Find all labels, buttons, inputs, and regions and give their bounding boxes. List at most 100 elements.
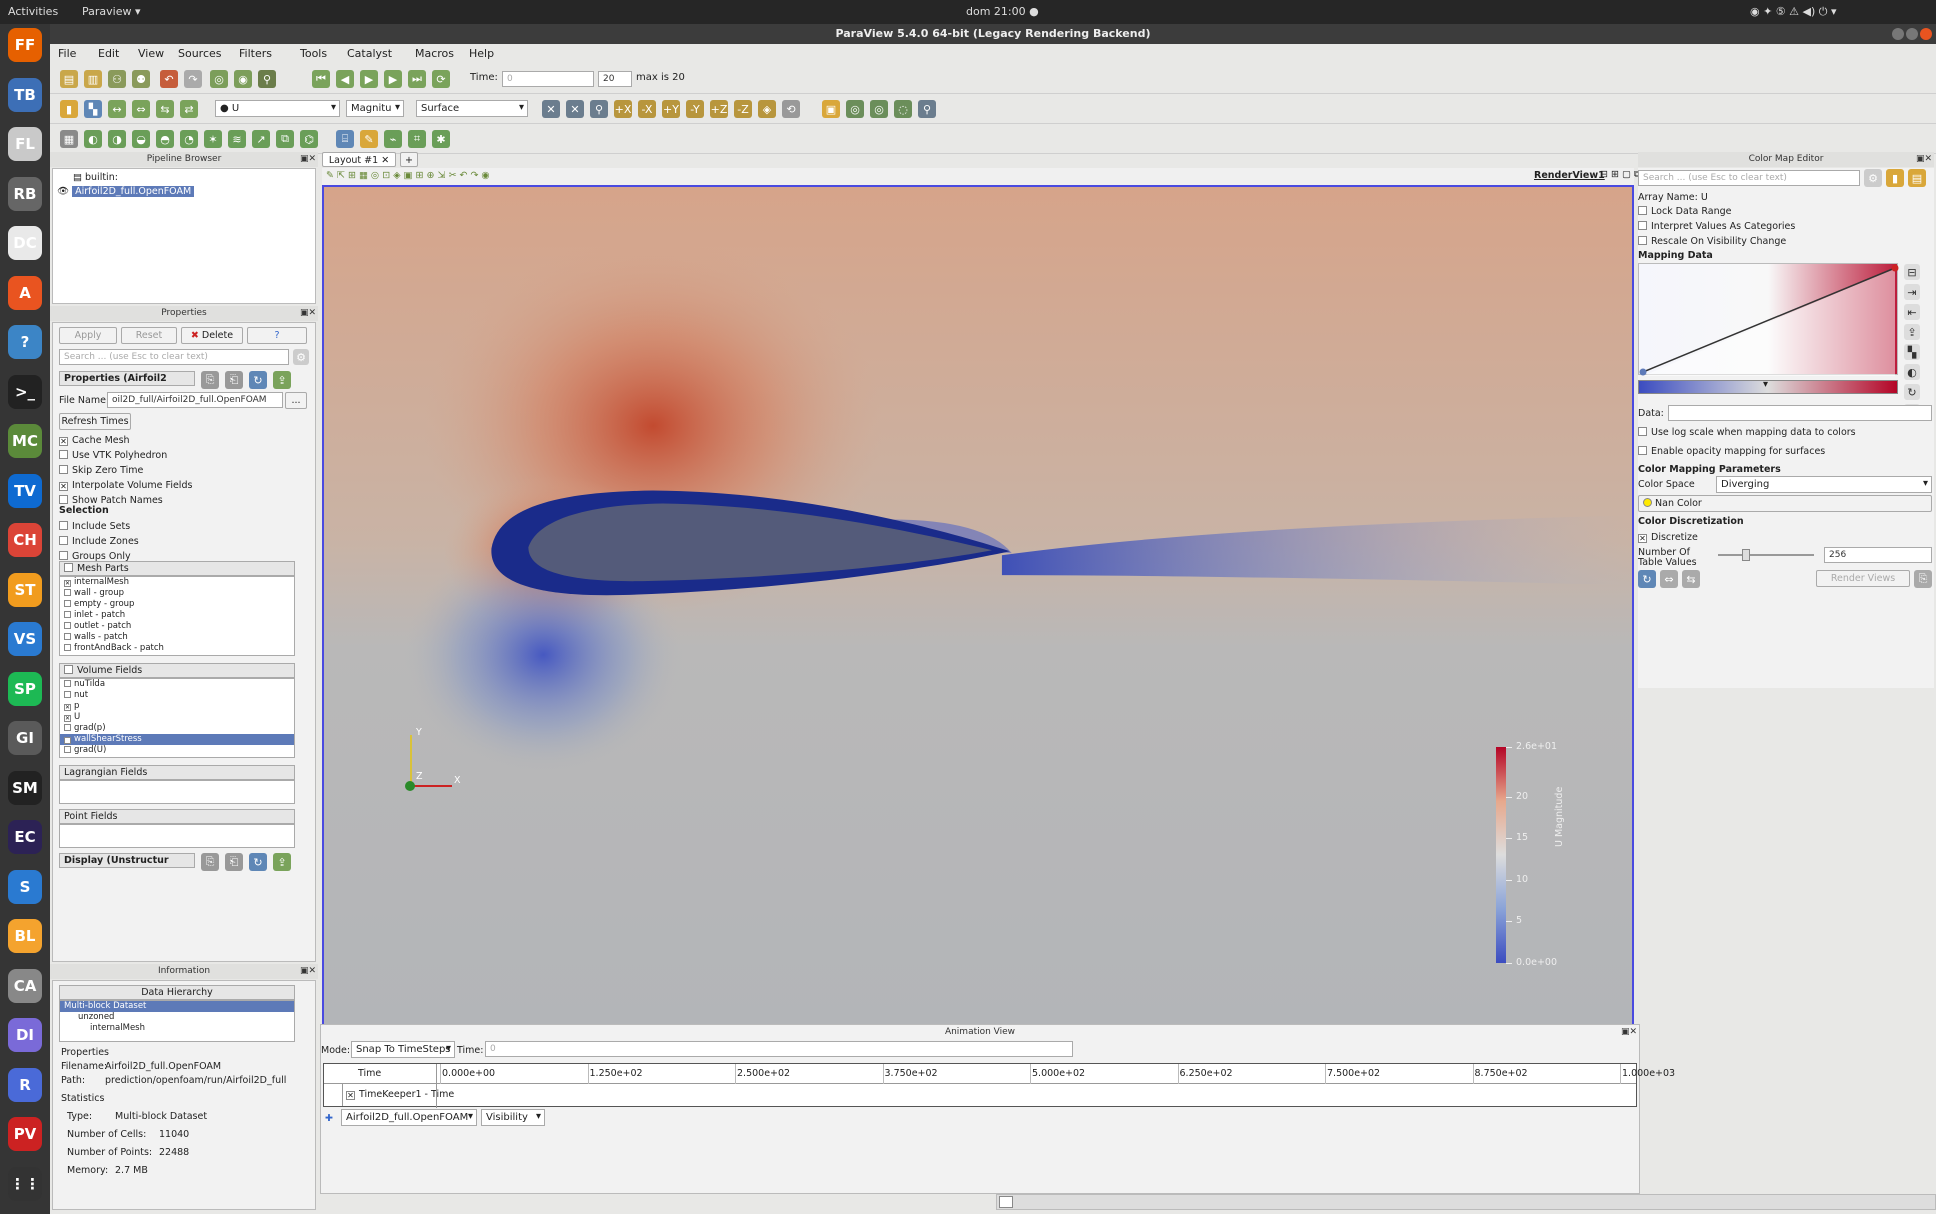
checkbox-option[interactable]: Rescale On Visibility Change	[1638, 236, 1786, 247]
rescale-range-icon[interactable]: ↻	[1638, 570, 1656, 588]
checkbox[interactable]	[59, 495, 68, 504]
anim-time-input[interactable]: 0	[485, 1041, 1073, 1057]
checkbox[interactable]	[59, 536, 68, 545]
previous-frame-icon[interactable]: ◀	[336, 70, 354, 88]
list-item-checkbox[interactable]	[64, 680, 71, 687]
animation-mode-select[interactable]: Snap To TimeSteps	[351, 1041, 455, 1058]
first-frame-icon[interactable]: ⏮	[312, 70, 330, 88]
list-item[interactable]: nuTilda	[60, 679, 294, 690]
dock-app-icon[interactable]: A	[8, 275, 42, 310]
checkbox-option[interactable]: Include Sets	[59, 521, 130, 532]
stream-tracer-icon[interactable]: ≋	[228, 130, 246, 148]
hierarchy-item[interactable]: internalMesh	[90, 1023, 145, 1033]
view-minus-x-icon[interactable]: -X	[638, 100, 656, 118]
list-item[interactable]: frontAndBack - patch	[60, 643, 294, 654]
colormap-tool-icon[interactable]: ⇥	[1904, 284, 1920, 300]
list-item-checkbox[interactable]	[64, 611, 71, 618]
checkbox[interactable]	[59, 465, 68, 474]
add-layout-button[interactable]: +	[400, 152, 418, 167]
checkbox[interactable]	[59, 482, 68, 491]
pipeline-source[interactable]: 👁 Airfoil2D_full.OpenFOAM	[57, 186, 195, 197]
view-minus-y-icon[interactable]: -Y	[686, 100, 704, 118]
advanced-gear-icon[interactable]: ⚙	[293, 349, 309, 365]
save-icon[interactable]: ▥	[84, 70, 102, 88]
mesh-parts-all-checkbox[interactable]	[64, 563, 73, 572]
extract-subset-icon[interactable]: ◔	[180, 130, 198, 148]
dock-app-icon[interactable]: EC	[8, 820, 42, 854]
view-plus-x-icon[interactable]: +X	[614, 100, 632, 118]
list-item[interactable]: internalMesh	[60, 577, 294, 588]
select-cells-icon[interactable]: ◎	[846, 100, 864, 118]
volume-fields-all-checkbox[interactable]	[64, 665, 73, 674]
colormap-presets-icon[interactable]: ▤	[1908, 169, 1926, 187]
menu-edit[interactable]: Edit	[98, 47, 120, 60]
paste-icon[interactable]: ⎗	[225, 371, 243, 389]
last-frame-icon[interactable]: ⏭	[408, 70, 426, 88]
dock-app-icon[interactable]: TB	[8, 77, 42, 112]
dock-app-icon[interactable]: >_	[8, 374, 42, 409]
time-input[interactable]: 0	[502, 71, 594, 87]
render-view[interactable]: Y X Z 2.6e+01 20 15 10 5 0.0e+00 U Magnitude	[322, 185, 1634, 1026]
view-minus-z-icon[interactable]: -Z	[734, 100, 752, 118]
list-item[interactable]: wall - group	[60, 588, 294, 599]
list-item[interactable]: inlet - patch	[60, 610, 294, 621]
disconnect-icon[interactable]: ⚉	[132, 70, 150, 88]
table-values-input[interactable]: 256	[1824, 547, 1932, 563]
rescale-custom-icon[interactable]: ⇔	[1660, 570, 1678, 588]
contour-icon[interactable]: ◐	[84, 130, 102, 148]
interactive-select-icon[interactable]: ⚲	[918, 100, 936, 118]
table-values-slider[interactable]	[1718, 549, 1814, 561]
refresh-times-button[interactable]: Refresh Times	[59, 413, 131, 430]
volume-fields-header[interactable]: Volume Fields	[59, 663, 295, 678]
maximize-icon[interactable]	[1906, 28, 1918, 40]
delete-button[interactable]: ✖ Delete	[181, 327, 243, 344]
dock-close-icon[interactable]: ▣✕	[1620, 1027, 1637, 1037]
properties-search-input[interactable]: Search ... (use Esc to clear text)	[59, 349, 289, 365]
point-fields-header[interactable]: Point Fields	[59, 809, 295, 824]
rescale-visible-icon[interactable]: ⇄	[180, 100, 198, 118]
render-views-button[interactable]: Render Views	[1816, 570, 1910, 587]
list-item[interactable]: p	[60, 701, 294, 712]
checkbox-option[interactable]: Interpolate Volume Fields	[59, 480, 192, 491]
checkbox-option[interactable]: Show Patch Names	[59, 495, 163, 506]
colormap-tool-icon[interactable]: ▚	[1904, 344, 1920, 360]
checkbox-option[interactable]: Lock Data Range	[1638, 206, 1732, 217]
edit-color-map-icon[interactable]: ▚	[84, 100, 102, 118]
opacity-transfer-editor[interactable]	[1638, 263, 1899, 376]
select-points-icon[interactable]: ◎	[870, 100, 888, 118]
isometric-icon[interactable]: ◈	[758, 100, 776, 118]
clip-icon[interactable]: ◑	[108, 130, 126, 148]
colormap-tool-icon[interactable]: ◐	[1904, 364, 1920, 380]
checkbox[interactable]	[1638, 221, 1647, 230]
component-select[interactable]: Magnitu	[346, 100, 404, 117]
app-menu[interactable]: Paraview ▾	[82, 5, 141, 18]
menu-help[interactable]: Help	[469, 47, 495, 60]
dock-app-icon[interactable]: ST	[8, 572, 42, 607]
activities-button[interactable]: Activities	[8, 5, 59, 18]
slider-handle[interactable]	[1742, 549, 1750, 561]
save-defaults-icon[interactable]: ⇪	[273, 371, 291, 389]
zoom-box-icon[interactable]: ⚲	[590, 100, 608, 118]
dock-app-icon[interactable]: TV	[8, 473, 42, 508]
view-plus-y-icon[interactable]: +Y	[662, 100, 680, 118]
dock-app-icon[interactable]: SP	[8, 671, 42, 706]
copy-icon[interactable]: ⎘	[201, 371, 219, 389]
list-item[interactable]: empty - group	[60, 599, 294, 610]
open-icon[interactable]: ▤	[60, 70, 78, 88]
view-plus-z-icon[interactable]: +Z	[710, 100, 728, 118]
view-toolbar-icons[interactable]: ✎ ⇱ ⊞ ▦ ◎ ⊡ ◈ ▣ ⊞ ⊕ ⇲ ✂ ↶ ↷ ◉	[326, 170, 490, 181]
save-colormap-icon[interactable]: ▮	[1886, 169, 1904, 187]
opacity-mapping-option[interactable]: Enable opacity mapping for surfaces	[1638, 446, 1825, 457]
menu-filters[interactable]: Filters	[239, 47, 272, 60]
checkbox[interactable]	[59, 450, 68, 459]
add-track-icon[interactable]: ✚	[325, 1113, 333, 1124]
list-item[interactable]: wallShearStress	[60, 734, 294, 745]
colormap-search-input[interactable]: Search ... (use Esc to clear text)	[1638, 170, 1860, 186]
checkbox-option[interactable]: Skip Zero Time	[59, 465, 143, 476]
mesh-parts-header[interactable]: Mesh Parts	[59, 561, 295, 576]
dock-app-icon[interactable]: GI	[8, 721, 42, 755]
close-tab-icon[interactable]: ✕	[381, 155, 390, 166]
discretize-option[interactable]: Discretize	[1638, 532, 1698, 543]
menu-view[interactable]: View	[138, 47, 165, 60]
warp-vector-icon[interactable]: ↗	[252, 130, 270, 148]
